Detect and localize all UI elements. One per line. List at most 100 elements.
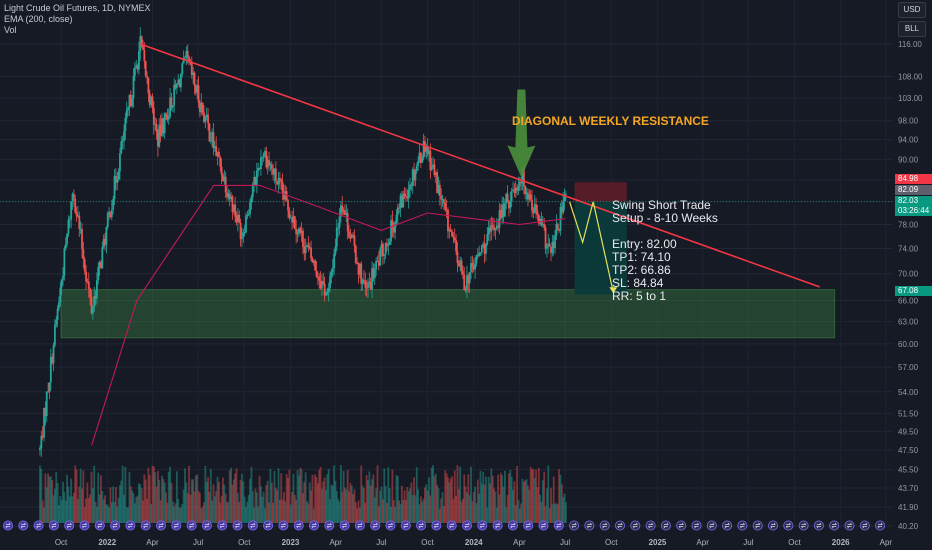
volume-bar <box>422 498 425 523</box>
contract-roll-icon[interactable] <box>752 520 763 531</box>
contract-roll-icon[interactable] <box>507 520 518 531</box>
contract-roll-icon[interactable] <box>630 520 641 531</box>
volume-bar <box>161 475 163 523</box>
contract-roll-icon[interactable] <box>768 520 779 531</box>
candle-body <box>409 184 411 190</box>
contract-roll-icon[interactable] <box>140 520 151 531</box>
contract-roll-icon[interactable] <box>125 520 136 531</box>
contract-roll-icon[interactable] <box>278 520 289 531</box>
contract-roll-icon[interactable] <box>232 520 243 531</box>
symbol-title[interactable]: Light Crude Oil Futures, 1D, NYMEX <box>4 3 151 13</box>
volume-bar <box>490 468 493 523</box>
volume-bar <box>497 474 500 523</box>
currency-button[interactable]: USD <box>898 2 926 18</box>
contract-roll-icon[interactable] <box>706 520 717 531</box>
contract-roll-icon[interactable] <box>33 520 44 531</box>
contract-roll-icon[interactable] <box>722 520 733 531</box>
contract-roll-icon[interactable] <box>79 520 90 531</box>
contract-roll-icon[interactable] <box>354 520 365 531</box>
contract-roll-icon[interactable] <box>370 520 381 531</box>
indicator-label[interactable]: EMA (200, close) <box>4 14 73 24</box>
volume-bar <box>261 496 264 523</box>
contract-roll-icon[interactable] <box>64 520 75 531</box>
candle-body <box>367 282 369 289</box>
price-tick-label: 43.70 <box>898 484 919 493</box>
volume-bar <box>55 472 58 523</box>
contract-roll-icon[interactable] <box>492 520 503 531</box>
contract-roll-icon[interactable] <box>584 520 595 531</box>
contract-roll-icon[interactable] <box>201 520 212 531</box>
diagonal-resistance-line[interactable] <box>140 43 820 288</box>
contract-roll-icon[interactable] <box>155 520 166 531</box>
contract-roll-icon[interactable] <box>676 520 687 531</box>
contract-roll-icon[interactable] <box>599 520 610 531</box>
contract-roll-icon[interactable] <box>813 520 824 531</box>
candle-body <box>508 201 510 209</box>
contract-roll-icon[interactable] <box>859 520 870 531</box>
volume-bar <box>231 484 234 523</box>
contract-roll-icon[interactable] <box>615 520 626 531</box>
contract-roll-icon[interactable] <box>385 520 396 531</box>
tp1-text: TP1: 74.10 <box>612 250 671 264</box>
candle-body <box>91 307 94 314</box>
contract-roll-icon[interactable] <box>737 520 748 531</box>
contract-roll-icon[interactable] <box>110 520 121 531</box>
volume-bar <box>120 480 123 523</box>
contract-roll-icon[interactable] <box>875 520 886 531</box>
volume-bar <box>327 469 330 523</box>
volume-bar <box>533 478 536 523</box>
time-tick-label: 2026 <box>832 538 850 547</box>
contract-roll-icon[interactable] <box>18 520 29 531</box>
contract-roll-icon[interactable] <box>324 520 335 531</box>
candle-body <box>495 225 498 229</box>
contract-roll-icon[interactable] <box>569 520 580 531</box>
price-tick-label: 90.00 <box>898 155 919 164</box>
candle-body <box>121 140 124 142</box>
volume-bar <box>344 487 346 523</box>
volume-bar <box>62 481 64 523</box>
time-axis[interactable]: Oct 2022 Apr Jul Oct 2023 Apr Jul Oct 2024 Apr Jul O… <box>55 538 893 547</box>
volume-bar <box>249 478 251 523</box>
volume-bar <box>398 500 401 523</box>
volume-bar <box>246 501 249 523</box>
contract-roll-icon[interactable] <box>171 520 182 531</box>
volume-bar <box>394 507 397 523</box>
contract-roll-icon[interactable] <box>339 520 350 531</box>
candle-body <box>486 234 489 245</box>
contract-roll-icon[interactable] <box>247 520 258 531</box>
contract-roll-icon[interactable] <box>217 520 228 531</box>
volume-bar <box>415 467 418 523</box>
contract-roll-icon[interactable] <box>844 520 855 531</box>
contract-roll-icon[interactable] <box>293 520 304 531</box>
contract-roll-icon[interactable] <box>431 520 442 531</box>
contract-roll-icon[interactable] <box>186 520 197 531</box>
contract-roll-icon[interactable] <box>523 520 534 531</box>
contract-roll-icon[interactable] <box>538 520 549 531</box>
contract-roll-icon[interactable] <box>691 520 702 531</box>
volume-bar <box>297 475 300 523</box>
price-tick-label: 108.00 <box>898 73 923 82</box>
candle-body <box>479 252 482 254</box>
axis-controls: USD BLL <box>898 2 926 40</box>
contract-roll-icon[interactable] <box>660 520 671 531</box>
contract-roll-icon[interactable] <box>263 520 274 531</box>
contract-roll-icon[interactable] <box>400 520 411 531</box>
contract-roll-icon[interactable] <box>829 520 840 531</box>
contract-roll-icon[interactable] <box>416 520 427 531</box>
unit-button[interactable]: BLL <box>898 21 926 37</box>
contract-roll-icon[interactable] <box>645 520 656 531</box>
volume-bar <box>325 489 327 523</box>
contract-roll-icon[interactable] <box>798 520 809 531</box>
volume-label[interactable]: Vol <box>4 25 17 35</box>
contract-roll-icon[interactable] <box>48 520 59 531</box>
contract-roll-icon[interactable] <box>553 520 564 531</box>
contract-roll-icon[interactable] <box>461 520 472 531</box>
contract-roll-icon[interactable] <box>3 520 13 531</box>
contract-roll-icon[interactable] <box>446 520 457 531</box>
contract-roll-icon[interactable] <box>477 520 488 531</box>
candle-body <box>321 281 323 289</box>
contract-roll-icon[interactable] <box>94 520 105 531</box>
contract-roll-icon[interactable] <box>783 520 794 531</box>
contract-roll-icon[interactable] <box>308 520 319 531</box>
